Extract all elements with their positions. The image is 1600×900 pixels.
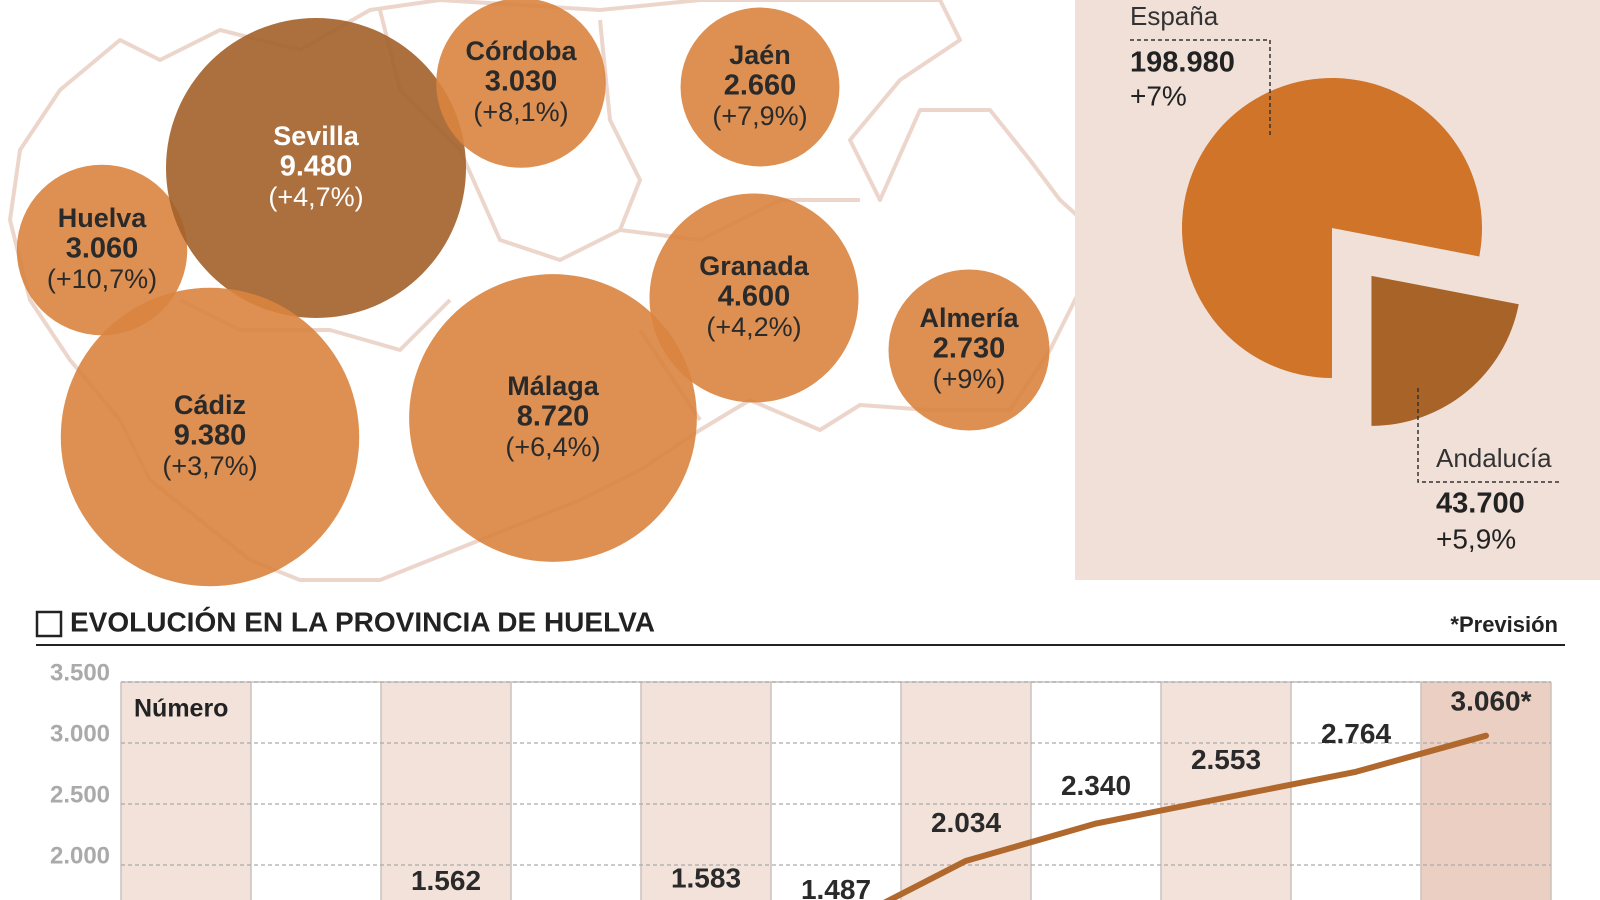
bubble-value: 8.720	[517, 401, 590, 433]
bubble-name: Jaén	[729, 40, 791, 70]
pie-slice	[1371, 275, 1519, 426]
value-label: 1.487	[801, 874, 871, 900]
line-series	[883, 732, 1489, 900]
bubble	[649, 193, 859, 403]
value-label: 3.060*	[1451, 685, 1532, 716]
value-label: 2.340	[1061, 770, 1131, 801]
bubble-change: (+7,9%)	[712, 101, 807, 131]
column-band	[1421, 682, 1551, 900]
bubble-name: Cádiz	[174, 390, 246, 420]
line-note: *Previsión	[1450, 612, 1558, 637]
pie-value: 198.980	[1130, 47, 1235, 79]
y-tick-label: 3.000	[50, 720, 110, 747]
bubble-change: (+10,7%)	[47, 264, 157, 294]
leader-line	[1417, 388, 1562, 483]
bubble-value: 3.030	[485, 66, 558, 98]
value-label: 1.583	[671, 862, 741, 893]
pie-value: 43.700	[1436, 488, 1525, 520]
column-band	[511, 682, 641, 900]
bubble-name: Granada	[699, 251, 810, 281]
column-band	[121, 682, 251, 900]
value-label: 2.553	[1191, 744, 1261, 775]
bubble	[166, 18, 466, 318]
y-tick-label: 2.500	[50, 781, 110, 808]
bubble-name: Huelva	[58, 203, 148, 233]
bubble-value: 2.730	[933, 333, 1006, 365]
value-label: 1.562	[411, 865, 481, 896]
bubble	[60, 287, 360, 587]
title-icon	[35, 610, 63, 638]
line-layer: 2.000 2.500 3.000 3.500 Número 1.562 1.583 1.48…	[50, 659, 1552, 900]
bubble-value: 2.660	[724, 70, 797, 102]
bubble-name: Córdoba	[466, 36, 578, 66]
y-axis-label: Número	[134, 695, 228, 723]
bubble-value: 3.060	[66, 233, 139, 265]
column-band	[1291, 682, 1421, 900]
column-band	[1031, 682, 1161, 900]
column-band	[251, 682, 381, 900]
bubble-change: (+4,2%)	[706, 312, 801, 342]
pie-slice	[1182, 78, 1482, 379]
value-label: 2.764	[1321, 718, 1391, 749]
bubble-change: (+9%)	[933, 364, 1006, 394]
bubble	[680, 7, 840, 167]
y-tick-label: 3.500	[50, 659, 110, 686]
bubble-change: (+4,7%)	[268, 182, 363, 212]
column-band	[771, 682, 901, 900]
bubble-value: 9.480	[280, 151, 353, 183]
bubble	[888, 269, 1050, 431]
line-title: EVOLUCIÓN EN LA PROVINCIA DE HUELVA	[70, 606, 655, 637]
pie-layer: España 198.980+7% Andalucía 43.700+5,9%	[1130, 1, 1562, 554]
bubble-change: (+8,1%)	[473, 97, 568, 127]
column-band	[381, 682, 511, 900]
bubble	[409, 274, 697, 562]
bubble-name: Málaga	[507, 371, 600, 401]
column-band	[641, 682, 771, 900]
bubble	[436, 0, 606, 168]
bubble-change: (+6,4%)	[505, 432, 600, 462]
bubble-name: Sevilla	[273, 121, 360, 151]
bubble-value: 9.380	[174, 420, 247, 452]
y-tick-label: 2.000	[50, 842, 110, 869]
bubble-value: 4.600	[718, 281, 791, 313]
pie-label: Andalucía	[1436, 443, 1552, 473]
column-band	[901, 682, 1031, 900]
pie-change: +7%	[1130, 80, 1187, 111]
pie-label: España	[1130, 1, 1219, 31]
bubble	[16, 164, 188, 336]
leader-line	[1130, 39, 1271, 138]
pie-change: +5,9%	[1436, 523, 1516, 554]
bubble-change: (+3,7%)	[162, 451, 257, 481]
bubble-name: Almería	[919, 303, 1019, 333]
value-label: 2.034	[931, 807, 1001, 838]
